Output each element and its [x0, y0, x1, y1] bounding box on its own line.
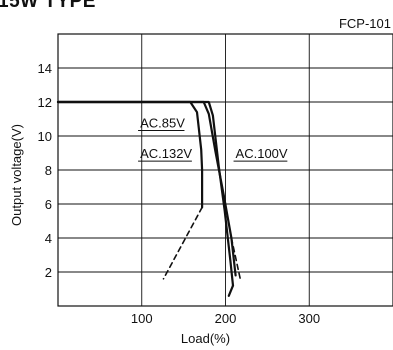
x-tick-label: 300 [298, 311, 320, 326]
y-tick-label: 12 [38, 95, 52, 110]
y-tick-label: 6 [45, 197, 52, 212]
annotation-label: AC.100V [236, 146, 288, 161]
chart-title: FCP-101 [338, 16, 391, 31]
page-heading: 15W TYPE [0, 0, 96, 12]
x-tick-label: 100 [131, 311, 153, 326]
y-tick-label: 8 [45, 163, 52, 178]
y-tick-label: 4 [45, 231, 52, 246]
annotation-label: AC.132V [140, 146, 192, 161]
grid [58, 34, 393, 306]
plot-frame [57, 33, 393, 307]
annotations: AC.85V AC.132V AC.100V [138, 116, 288, 162]
annotation-label: AC.85V [140, 116, 185, 131]
ticks: 100 200 300 2 4 6 8 10 12 14 [38, 61, 321, 326]
y-tick-label: 2 [45, 265, 52, 280]
series-line-ac-85v [162, 206, 203, 280]
series-line-ac-100v [227, 284, 235, 297]
series-line-ac-132v [230, 237, 242, 282]
curves [56, 100, 242, 297]
y-tick-label: 10 [38, 129, 52, 144]
x-axis-label: Load(%) [181, 331, 230, 346]
y-axis-label: Output voltage(V) [9, 124, 24, 226]
y-tick-label: 14 [38, 61, 52, 76]
x-tick-label: 200 [215, 311, 237, 326]
